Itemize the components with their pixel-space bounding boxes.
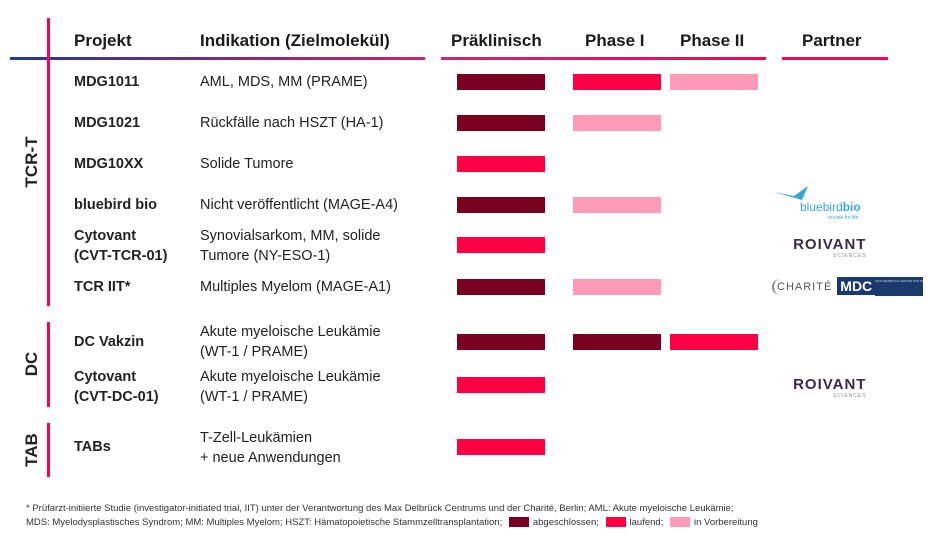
indication-line: Akute myeloische Leukämie — [200, 369, 381, 385]
legend-label-ongoing: laufend; — [629, 517, 664, 528]
bar-preclinical-completed — [457, 334, 545, 350]
indication-line: Synovialsarkom, MM, solide — [200, 228, 381, 244]
project-name-line: Cytovant — [74, 228, 137, 244]
group-label-dc: DC — [22, 351, 41, 377]
header-underline-phases — [441, 57, 766, 60]
footnote-line-1: * Prüfarzt-initiierte Studie (investigat… — [26, 503, 734, 514]
bar-phase1-in-preparation — [573, 279, 661, 295]
logo-text: bio — [842, 200, 861, 214]
logo-text: bluebird — [800, 200, 843, 214]
logo-subtext: SCIENCES — [833, 393, 867, 399]
bar-preclinical-ongoing — [457, 237, 545, 253]
bar-phase1-in-preparation — [573, 115, 661, 131]
roivant-logo-2: ROIVANT SCIENCES — [793, 376, 867, 399]
header-underline-left — [10, 57, 425, 60]
project-name-line: (CVT-DC-01) — [74, 389, 159, 405]
indication: Rückfälle nach HSZT (HA-1) — [200, 115, 384, 131]
logo-tagline: recode for life — [828, 215, 859, 221]
indication: AML, MDS, MM (PRAME) — [200, 74, 368, 90]
bird-icon — [774, 186, 808, 200]
bar-preclinical-completed — [457, 197, 545, 213]
project-name: MDG1021 — [74, 115, 141, 131]
group-line-tab — [47, 423, 50, 477]
indication: Multiples Myelom (MAGE-A1) — [200, 279, 391, 295]
project-name-line: Cytovant — [74, 369, 137, 385]
footnote-text: MDS: Myelodysplastisches Syndrom; MM: Mu… — [26, 517, 503, 528]
indication-line: Akute myeloische Leukämie — [200, 324, 381, 340]
project-name: MDG1011 — [74, 74, 140, 90]
indication: T-Zell-Leukämien + neue Anwendungen — [200, 428, 341, 468]
column-header-partner: Partner — [802, 31, 862, 50]
group-label-tab: TAB — [22, 433, 41, 467]
column-header-indikation: Indikation (Zielmolekül) — [200, 31, 390, 50]
column-header-preclinical: Präklinisch — [451, 31, 542, 50]
column-header-projekt: Projekt — [74, 31, 132, 50]
project-name: bluebird bio — [74, 197, 157, 213]
roivant-logo-1: ROIVANT SCIENCES — [793, 236, 867, 259]
group-line-tcr-t — [47, 18, 50, 306]
indication: Akute myeloische Leukämie (WT-1 / PRAME) — [200, 322, 381, 362]
project-name: DC Vakzin — [74, 334, 145, 350]
bar-preclinical-completed — [457, 115, 545, 131]
indication: Nicht veröffentlicht (MAGE-A4) — [200, 197, 398, 213]
column-header-phase2: Phase II — [680, 31, 745, 50]
indication-line: (WT-1 / PRAME) — [200, 389, 308, 405]
indication: Solide Tumore — [200, 156, 294, 172]
logo-subtext: SCIENCES — [833, 253, 867, 259]
project-name: TCR IIT* — [74, 279, 131, 295]
logo-text: ROIVANT — [793, 376, 867, 393]
project-name: MDG10XX — [74, 156, 144, 172]
bar-preclinical-completed — [457, 74, 545, 90]
project-name: Cytovant (CVT-TCR-01) — [74, 226, 167, 266]
indication: Synovialsarkom, MM, solide Tumore (NY-ESO… — [200, 226, 381, 266]
indication-line: (WT-1 / PRAME) — [200, 344, 308, 360]
bar-phase2-in-preparation — [670, 74, 758, 90]
project-name-line: (CVT-TCR-01) — [74, 248, 168, 264]
logo-text: MDC — [837, 277, 876, 295]
legend-swatch-ongoing — [605, 517, 626, 528]
project-name: TABs — [74, 439, 111, 455]
legend-swatch-prep — [669, 517, 690, 528]
project-name: Cytovant (CVT-DC-01) — [74, 367, 159, 407]
bar-phase1-completed — [573, 334, 661, 350]
legend-swatch-completed — [508, 517, 529, 528]
indication-line: + neue Anwendungen — [200, 450, 341, 466]
indication: Akute myeloische Leukämie (WT-1 / PRAME) — [200, 367, 381, 407]
column-header-phase1: Phase I — [585, 31, 645, 50]
indication-line: Tumore (NY-ESO-1) — [200, 248, 331, 264]
header-underline-partner — [782, 57, 888, 60]
logo-subtext: MAX DELBRÜCK CENTER FOR MOLECULAR MEDICI… — [875, 277, 924, 296]
bar-phase1-in-preparation — [573, 197, 661, 213]
bar-preclinical-ongoing — [457, 439, 545, 455]
group-label-tcr-t: TCR-T — [22, 136, 41, 188]
bar-phase2-ongoing — [670, 334, 758, 350]
bar-preclinical-ongoing — [457, 377, 545, 393]
logo-text: CHARITÉ — [772, 279, 835, 295]
legend-label-completed: abgeschlossen; — [532, 517, 599, 528]
group-line-dc — [47, 322, 50, 407]
bar-preclinical-completed — [457, 279, 545, 295]
footnote-line-2: MDS: Myelodysplastisches Syndrom; MM: Mu… — [26, 517, 758, 528]
logo-text: ROIVANT — [793, 236, 867, 253]
legend-label-prep: in Vorbereitung — [693, 517, 758, 528]
bar-phase1-ongoing — [573, 74, 661, 90]
bar-preclinical-ongoing — [457, 156, 545, 172]
indication-line: T-Zell-Leukämien — [200, 430, 313, 446]
